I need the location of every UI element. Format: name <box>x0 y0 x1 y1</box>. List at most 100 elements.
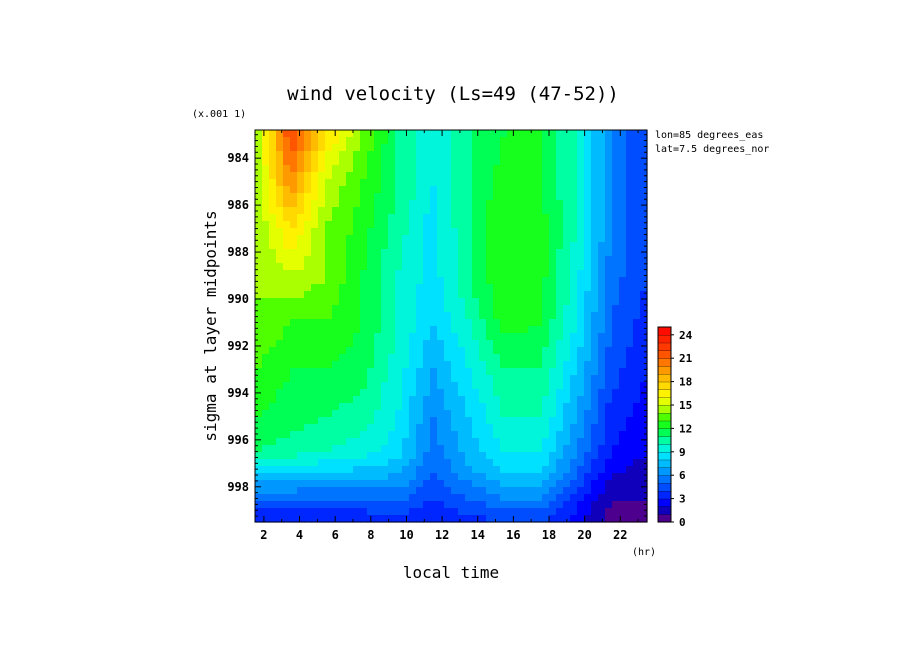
contour-cell <box>304 319 312 327</box>
contour-cell <box>598 305 606 313</box>
contour-cell <box>633 452 641 460</box>
contour-cell <box>535 270 543 278</box>
contour-cell <box>423 326 431 334</box>
contour-cell <box>626 242 634 250</box>
contour-cell <box>444 172 452 180</box>
contour-cell <box>374 326 382 334</box>
contour-cell <box>619 242 627 250</box>
contour-cell <box>255 221 263 229</box>
contour-cell <box>514 466 522 474</box>
contour-cell <box>276 354 284 362</box>
contour-cell <box>514 445 522 453</box>
contour-cell <box>605 200 613 208</box>
contour-cell <box>563 494 571 502</box>
contour-cell <box>612 368 620 376</box>
contour-cell <box>528 235 536 243</box>
contour-cell <box>318 326 326 334</box>
contour-cell <box>325 368 333 376</box>
contour-cell <box>605 284 613 292</box>
contour-cell <box>304 186 312 194</box>
contour-cell <box>311 179 319 187</box>
contour-cell <box>577 424 585 432</box>
contour-cell <box>444 508 452 516</box>
contour-cell <box>598 382 606 390</box>
contour-cell <box>465 431 473 439</box>
contour-cell <box>416 340 424 348</box>
contour-cell <box>521 137 529 145</box>
contour-cell <box>318 249 326 257</box>
contour-cell <box>304 459 312 467</box>
contour-cell <box>507 151 515 159</box>
colorbar-tick-label: 9 <box>679 446 686 459</box>
y-tick-label: 988 <box>227 245 249 259</box>
contour-cell <box>367 221 375 229</box>
contour-cell <box>283 459 291 467</box>
contour-cell <box>605 214 613 222</box>
contour-cell <box>500 340 508 348</box>
contour-cell <box>549 200 557 208</box>
contour-cell <box>640 375 648 383</box>
contour-cell <box>353 438 361 446</box>
contour-cell <box>360 172 368 180</box>
contour-cell <box>381 319 389 327</box>
contour-cell <box>598 445 606 453</box>
contour-cell <box>290 165 298 173</box>
contour-cell <box>556 207 564 215</box>
contour-cell <box>493 473 501 481</box>
contour-cell <box>451 165 459 173</box>
contour-cell <box>619 291 627 299</box>
contour-cell <box>332 403 340 411</box>
contour-cell <box>570 284 578 292</box>
contour-cell <box>297 515 305 523</box>
contour-cell <box>619 508 627 516</box>
contour-cell <box>437 459 445 467</box>
contour-cell <box>276 263 284 271</box>
contour-cell <box>402 179 410 187</box>
contour-cell <box>633 235 641 243</box>
contour-cell <box>437 466 445 474</box>
contour-cell <box>451 375 459 383</box>
contour-cell <box>584 333 592 341</box>
contour-cell <box>507 340 515 348</box>
contour-cell <box>325 501 333 509</box>
contour-cell <box>437 158 445 166</box>
contour-cell <box>262 137 270 145</box>
contour-cell <box>451 291 459 299</box>
contour-cell <box>276 431 284 439</box>
contour-cell <box>269 459 277 467</box>
contour-cell <box>626 221 634 229</box>
x-tick-label: 18 <box>542 528 556 542</box>
contour-cell <box>472 445 480 453</box>
contour-cell <box>605 319 613 327</box>
contour-cell <box>430 228 438 236</box>
contour-cell <box>269 396 277 404</box>
contour-cell <box>577 361 585 369</box>
colorbar-tick-label: 18 <box>679 376 692 389</box>
contour-cell <box>269 515 277 523</box>
contour-cell <box>612 172 620 180</box>
contour-cell <box>633 403 641 411</box>
contour-cell <box>325 354 333 362</box>
contour-cell <box>556 263 564 271</box>
contour-cell <box>542 305 550 313</box>
contour-cell <box>332 487 340 495</box>
contour-cell <box>514 151 522 159</box>
contour-cell <box>493 193 501 201</box>
contour-cell <box>465 354 473 362</box>
contour-cell <box>528 214 536 222</box>
contour-cell <box>514 214 522 222</box>
contour-cell <box>535 193 543 201</box>
contour-cell <box>605 144 613 152</box>
contour-cell <box>535 291 543 299</box>
contour-cell <box>388 263 396 271</box>
contour-cell <box>262 494 270 502</box>
contour-cell <box>563 165 571 173</box>
contour-cell <box>304 326 312 334</box>
contour-cell <box>388 417 396 425</box>
contour-cell <box>584 277 592 285</box>
contour-cell <box>416 207 424 215</box>
contour-cell <box>423 130 431 138</box>
contour-cell <box>570 249 578 257</box>
contour-cell <box>437 193 445 201</box>
